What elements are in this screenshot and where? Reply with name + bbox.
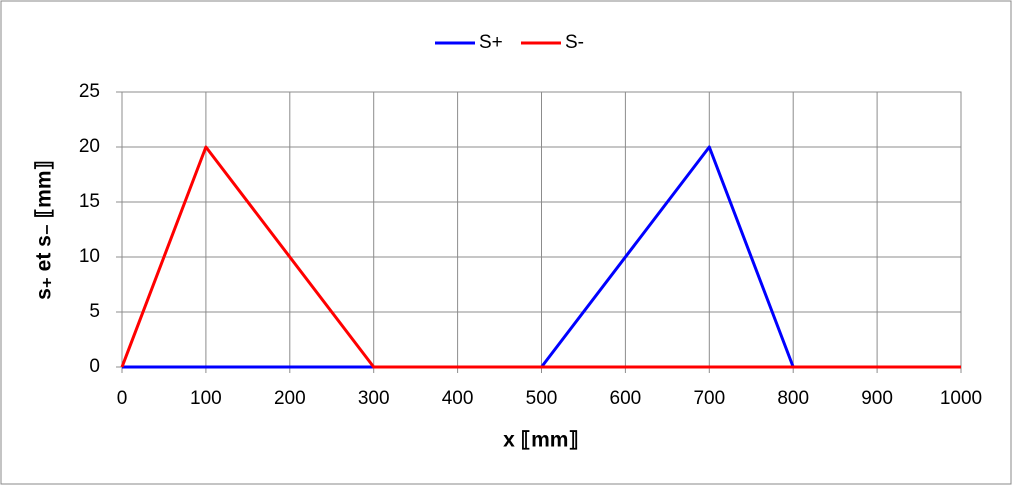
x-tick-label: 600 bbox=[610, 388, 642, 409]
y-tick-label: 10 bbox=[79, 246, 100, 267]
x-tick-label: 300 bbox=[358, 388, 390, 409]
x-tick-label: 800 bbox=[777, 388, 809, 409]
x-tick-label: 200 bbox=[274, 388, 306, 409]
x-tick-label: 0 bbox=[117, 388, 128, 409]
legend-label: S+ bbox=[479, 32, 503, 53]
x-tick-label: 500 bbox=[526, 388, 558, 409]
legend-label: S- bbox=[565, 32, 584, 53]
x-tick-label: 1000 bbox=[940, 388, 982, 409]
x-tick-label: 700 bbox=[693, 388, 725, 409]
y-tick-label: 5 bbox=[89, 301, 100, 322]
y-tick-label: 25 bbox=[79, 81, 100, 102]
y-tick-label: 15 bbox=[79, 191, 100, 212]
x-tick-label: 400 bbox=[442, 388, 474, 409]
series-line bbox=[120, 145, 961, 369]
y-tick-label: 0 bbox=[89, 356, 100, 377]
x-tick-label: 100 bbox=[190, 388, 222, 409]
y-tick-label: 20 bbox=[79, 136, 100, 157]
y-axis-title: s₊ et s₋ ⟦mm⟧ bbox=[33, 160, 56, 300]
x-tick-label: 900 bbox=[861, 388, 893, 409]
x-axis-title: x ⟦mm⟧ bbox=[503, 429, 579, 452]
